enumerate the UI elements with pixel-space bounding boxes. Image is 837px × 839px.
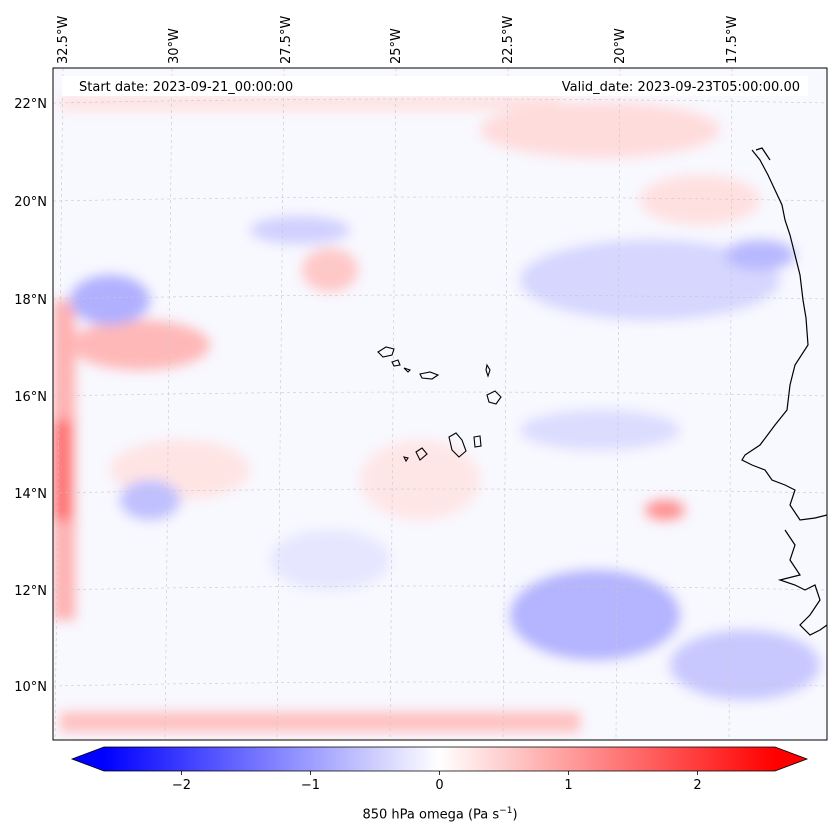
lon-label: 30°W [167,28,182,64]
red-region-central-north [302,248,358,292]
colorbar-tick-label: 0 [435,778,443,793]
lat-label: 12°N [14,584,47,599]
lon-label: 32.5°W [56,16,71,64]
blue-region-west [70,275,150,325]
blue-region-southeast [670,630,820,700]
cape-verde-islands [377,346,502,463]
valid-date-label: Valid_date: 2023-09-23T05:00:00.00 [562,80,800,95]
colorbar-ticks: −2 −1 0 1 2 [172,771,702,793]
blue-region-northeast [725,240,795,270]
colorbar-tick-label: −2 [172,778,191,793]
red-region-west [70,320,210,370]
lon-label: 27.5°W [279,16,294,64]
colorbar: −2 −1 0 1 2 [70,746,809,793]
red-region-northeast [640,175,760,225]
annotation-box [62,76,808,96]
latitude-labels: 22°N 20°N 18°N 16°N 14°N 12°N 10°N [14,97,47,695]
lat-label: 22°N [14,97,47,112]
blue-region-north [250,216,350,244]
lat-label: 20°N [14,195,47,210]
colorbar-tick-label: 1 [564,778,572,793]
omega-field [53,96,820,732]
omega-field-blobs [53,96,820,732]
colorbar-label: 850 hPa omega (Pa s−1) [362,806,518,823]
south-boundary-band [60,712,580,732]
lat-label: 10°N [14,680,47,695]
lon-label: 20°W [613,28,628,64]
lat-label: 18°N [14,293,47,308]
blue-region-central-east [520,410,680,450]
red-region-central [360,440,480,520]
map-frame [52,67,828,741]
lat-label: 14°N [14,487,47,502]
blue-region-south [510,570,680,660]
map-gridlines [53,68,827,740]
colorbar-tick-label: 2 [693,778,701,793]
red-region-east [645,500,685,520]
coastlines [741,147,827,636]
colorbar-max-extension [775,747,807,771]
blue-region-southwest [120,480,180,520]
colorbar-gradient [104,747,775,771]
longitude-labels: 32.5°W 30°W 27.5°W 25°W 22.5°W 20°W 17.5… [56,16,740,64]
red-region-north [480,102,720,158]
lon-label: 25°W [389,28,404,64]
blue-region-east [520,240,780,320]
west-boundary-core [53,420,71,520]
colorbar-tick-label: −1 [301,778,320,793]
start-date-label: Start date: 2023-09-21_00:00:00 [79,80,293,95]
colorbar-outline [70,746,809,772]
lon-label: 17.5°W [725,16,740,64]
lat-label: 16°N [14,390,47,405]
map-plot-area: Start date: 2023-09-21_00:00:00 Valid_da… [52,67,828,741]
colorbar-min-extension [72,747,104,771]
lon-label: 22.5°W [501,16,516,64]
north-boundary-band [60,96,560,110]
blue-region-central-south [270,530,390,590]
